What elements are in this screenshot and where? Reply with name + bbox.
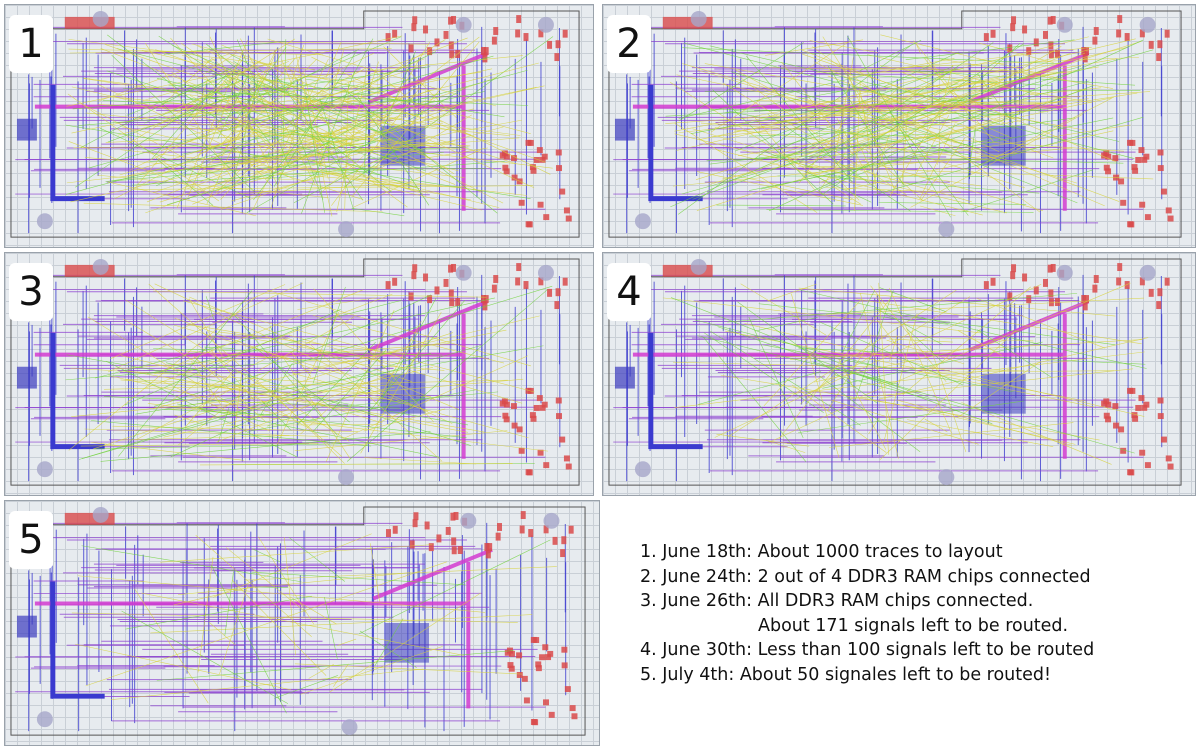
- note-july-4: 5. July 4th: About 50 signales left to b…: [640, 664, 1052, 685]
- pcb-layout-5: [10, 506, 586, 736]
- note-june-30: 4. June 30th: Less than 100 signals left…: [640, 640, 1095, 660]
- pcb-layout-3: [10, 258, 580, 486]
- note-june-26-continued: About 171 signals left to be routed.: [758, 615, 1069, 636]
- pcb-snapshot-5: 5: [4, 500, 600, 746]
- pcb-snapshot-2: 2: [602, 4, 1196, 248]
- panel-number-2: 2: [607, 15, 651, 73]
- panel-number-1: 1: [9, 15, 53, 73]
- pcb-snapshot-1: 1: [4, 4, 594, 248]
- note-june-24: 2. June 24th: 2 out of 4 DDR3 RAM chips …: [640, 566, 1091, 587]
- panel-number-5: 5: [9, 511, 53, 569]
- panel-number-3: 3: [9, 263, 53, 321]
- pcb-layout-4: [608, 258, 1182, 486]
- pcb-snapshot-4: 4: [602, 252, 1196, 496]
- pcb-layout-2: [608, 10, 1182, 238]
- pcb-layout-1: [10, 10, 580, 238]
- note-june-18: 1. June 18th: About 1000 traces to layou…: [640, 542, 1003, 562]
- pcb-snapshot-3: 3: [4, 252, 594, 496]
- panel-number-4: 4: [607, 263, 651, 321]
- progress-notes: 1. June 18th: About 1000 traces to layou…: [640, 540, 1180, 687]
- note-june-26: 3. June 26th: All DDR3 RAM chips connect…: [640, 591, 1034, 611]
